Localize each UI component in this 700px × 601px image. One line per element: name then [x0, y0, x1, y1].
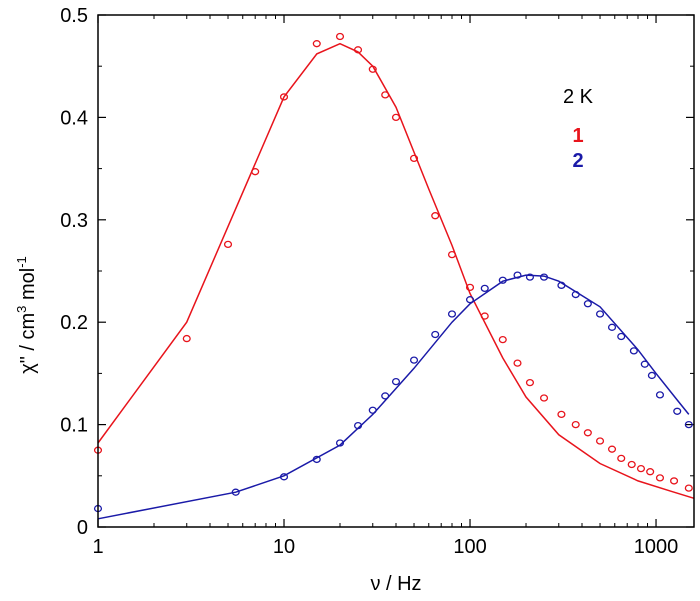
data-point-1 — [312, 40, 321, 48]
legend-entry-1: 1 — [572, 125, 583, 147]
data-point-1 — [368, 65, 377, 73]
data-point-2 — [431, 330, 440, 339]
y-tick-label: 0.2 — [60, 312, 88, 334]
data-point-2 — [279, 473, 289, 481]
data-point-2 — [381, 392, 390, 400]
y-tick-label: 0.1 — [60, 415, 88, 437]
data-point-2 — [673, 407, 682, 415]
y-tick-label: 0.4 — [60, 107, 88, 129]
data-point-2 — [539, 273, 549, 281]
x-tick-label: 1 — [92, 536, 103, 558]
data-point-1 — [617, 454, 626, 463]
data-point-1 — [353, 46, 363, 54]
data-point-2 — [684, 420, 693, 429]
data-point-1 — [607, 445, 617, 453]
data-point-2 — [447, 310, 457, 318]
data-point-1 — [480, 312, 489, 320]
y-axis-label-sup1: 3 — [14, 306, 29, 313]
data-point-1 — [223, 240, 233, 249]
data-point-1 — [335, 32, 345, 41]
y-tick-label: 0.3 — [60, 210, 88, 232]
data-point-2 — [647, 371, 656, 380]
data-point-1 — [583, 429, 592, 437]
data-point-1 — [498, 335, 507, 344]
data-points — [93, 32, 693, 513]
data-point-1 — [595, 437, 605, 445]
tick-labels: 0 0.1 0.2 0.3 0.4 0.5 1 10 100 1000 — [60, 5, 678, 558]
data-point-1 — [391, 113, 401, 122]
temperature-annotation: 2 K — [563, 86, 594, 108]
data-point-2 — [513, 271, 522, 279]
data-point-1 — [571, 420, 580, 429]
data-point-2 — [368, 406, 377, 414]
x-tick-label: 1000 — [634, 536, 679, 558]
data-point-2 — [583, 300, 592, 308]
data-point-1 — [684, 484, 693, 492]
y-axis-label-mid: mol — [17, 268, 39, 306]
data-point-1 — [447, 250, 457, 259]
data-point-2 — [629, 347, 638, 355]
data-point-1 — [513, 359, 522, 367]
fit-line-2 — [97, 274, 690, 520]
plot-frame — [97, 14, 695, 528]
data-point-1 — [636, 464, 646, 473]
data-point-2 — [640, 360, 649, 368]
data-point-2 — [409, 356, 419, 364]
data-point-2 — [465, 296, 475, 304]
data-point-1 — [646, 468, 655, 476]
data-point-1 — [670, 477, 679, 485]
data-point-1 — [182, 334, 191, 343]
data-point-1 — [251, 168, 260, 176]
data-point-1 — [409, 154, 419, 163]
legend-entry-2: 2 — [572, 150, 583, 172]
data-point-2 — [480, 284, 489, 293]
data-point-2 — [231, 488, 240, 496]
data-point-1 — [381, 91, 390, 99]
data-point-2 — [391, 377, 401, 386]
data-point-1 — [279, 93, 289, 101]
data-point-2 — [571, 290, 580, 299]
data-point-1 — [557, 410, 566, 419]
data-point-2 — [655, 391, 665, 399]
y-axis-label: χ" / cm3 mol-1 — [14, 256, 39, 374]
data-point-2 — [498, 276, 507, 284]
y-axis-label-prefix: χ" / cm — [17, 313, 39, 374]
data-point-1 — [465, 283, 475, 292]
data-point-2 — [617, 332, 626, 341]
data-point-2 — [335, 439, 345, 447]
data-point-1 — [627, 460, 636, 469]
fit-line-1 — [97, 42, 695, 500]
x-tick-label: 10 — [273, 536, 295, 558]
y-tick-label: 0.5 — [60, 5, 88, 27]
data-point-1 — [655, 474, 665, 482]
data-point-2 — [607, 323, 617, 331]
data-point-2 — [312, 455, 321, 464]
data-point-1 — [431, 212, 440, 220]
y-axis-label-sup2: -1 — [14, 256, 29, 268]
axis-ticks — [97, 14, 694, 528]
data-point-2 — [595, 310, 605, 318]
data-point-2 — [525, 273, 535, 281]
data-point-2 — [557, 281, 566, 289]
fit-lines — [97, 42, 695, 520]
x-axis-label: ν / Hz — [370, 573, 421, 595]
y-tick-label: 0 — [77, 517, 88, 539]
data-point-1 — [525, 378, 535, 387]
data-point-1 — [539, 394, 549, 402]
data-point-2 — [353, 421, 363, 430]
x-tick-label: 100 — [453, 536, 486, 558]
